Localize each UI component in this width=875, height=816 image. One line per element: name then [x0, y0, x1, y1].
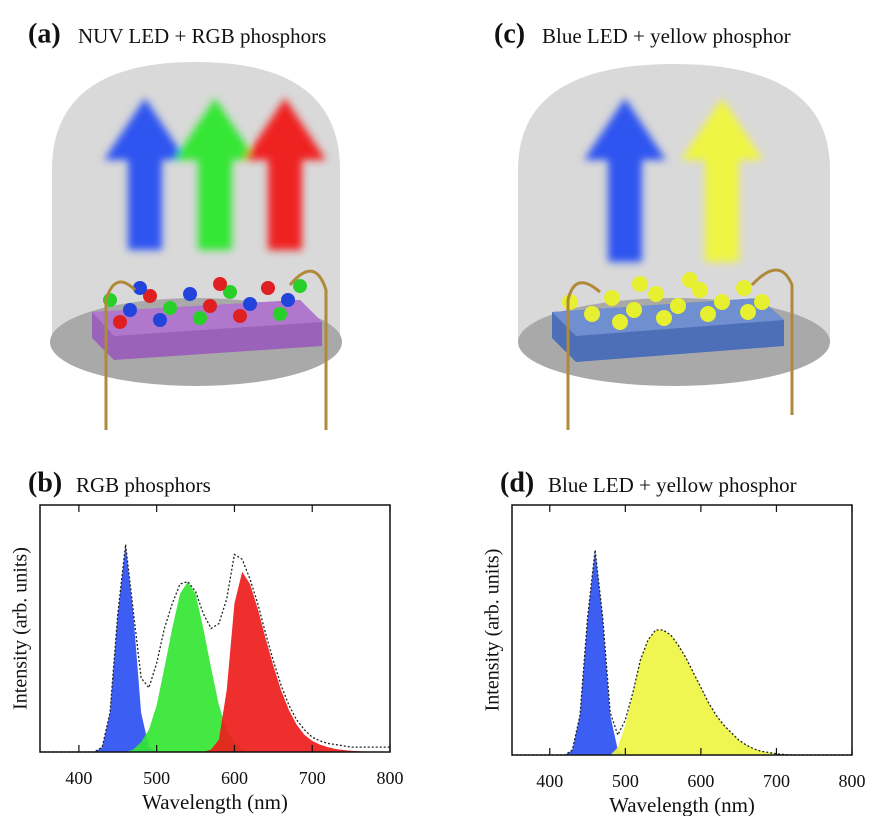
chart-title: RGB phosphors	[76, 473, 211, 497]
illustration-a: (a) NUV LED + RGB phosphors	[28, 18, 342, 430]
panel-label: (c)	[494, 18, 525, 49]
x-tick-label: 600	[221, 768, 248, 788]
arrows	[104, 98, 326, 250]
panel-title: Blue LED + yellow phosphor	[542, 24, 791, 48]
x-tick-label: 500	[143, 768, 170, 788]
panel-title: NUV LED + RGB phosphors	[78, 24, 326, 48]
x-tick-label: 600	[687, 771, 714, 791]
x-tick-label: 400	[65, 768, 92, 788]
x-tick-label: 500	[612, 771, 639, 791]
x-axis-label: Wavelength (nm)	[142, 790, 288, 814]
x-axis-label: Wavelength (nm)	[609, 793, 755, 816]
y-axis-label: Intensity (arb. units)	[10, 547, 32, 710]
x-tick-label: 800	[839, 771, 866, 791]
y-axis-label: Intensity (arb. units)	[482, 549, 504, 712]
chart-title: Blue LED + yellow phosphor	[548, 473, 797, 497]
x-tick-label: 400	[536, 771, 563, 791]
x-tick-label: 700	[299, 768, 326, 788]
x-tick-label: 700	[763, 771, 790, 791]
panel-label: (d)	[500, 467, 534, 498]
panel-label: (a)	[28, 18, 61, 49]
panel-label: (b)	[28, 467, 62, 498]
x-tick-label: 800	[377, 768, 404, 788]
figure: (a) NUV LED + RGB phosphors (c) Blue LED…	[0, 0, 875, 816]
illustration-c: (c) Blue LED + yellow phosphor	[494, 18, 830, 430]
